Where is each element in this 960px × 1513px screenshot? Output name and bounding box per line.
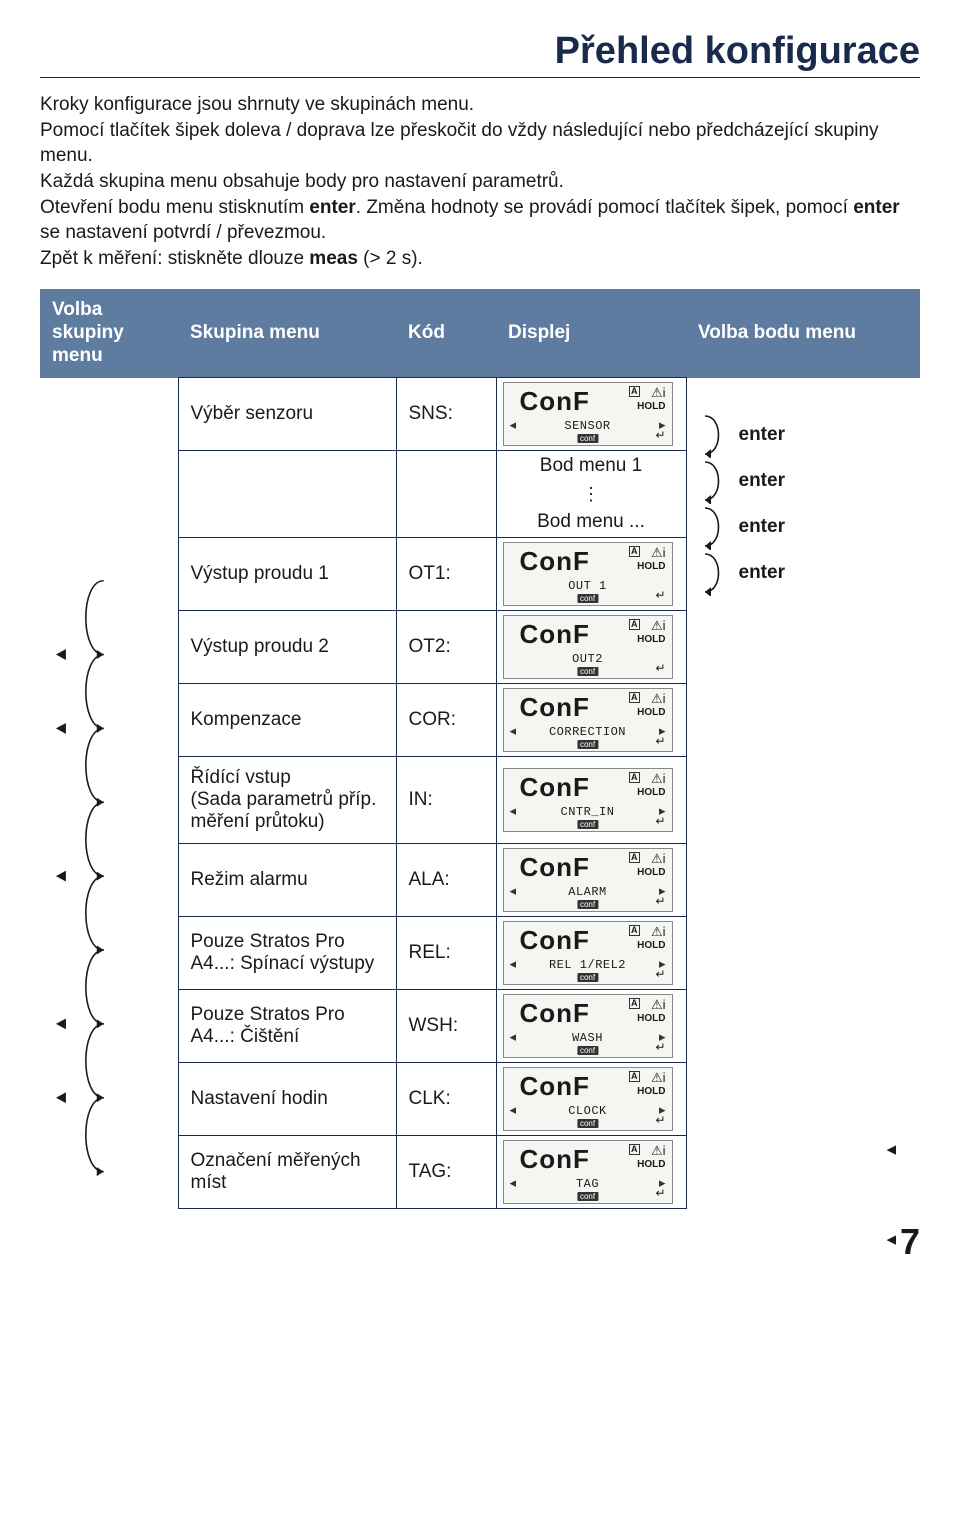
lcd-display: A ⚠i HOLD ConF ◂ CLOCK ▸ conf ↵: [503, 1067, 673, 1131]
enter-label: enter: [739, 424, 785, 446]
enter-arc: enter: [699, 550, 785, 596]
config-table: Volba skupiny menu Skupina menu Kód Disp…: [40, 289, 920, 1208]
enter-arc: enter: [699, 412, 785, 458]
enter-arc: enter: [699, 504, 785, 550]
back-arrow-icon: ◂: [886, 1138, 896, 1161]
inner-spacer: [396, 481, 496, 507]
group-name: Výstup proudu 2: [178, 611, 396, 684]
group-name: Označení měřených míst: [178, 1135, 396, 1208]
header-group: Skupina menu: [178, 289, 396, 377]
page-number: 7: [40, 1221, 920, 1263]
lcd-display: A ⚠i HOLD ConF OUT 1 conf ↵: [503, 542, 673, 606]
group-name: Výstup proudu 1: [178, 538, 396, 611]
group-code: SNS:: [396, 378, 496, 451]
enter-stack: enter enter enter enter: [699, 412, 785, 596]
inner-spacer: [396, 507, 496, 538]
display-cell: A ⚠i HOLD ConF ◂ CNTR_IN ▸ conf ↵: [496, 757, 686, 844]
display-cell: A ⚠i HOLD ConF ◂ CORRECTION ▸ conf ↵: [496, 684, 686, 757]
page-title: Přehled konfigurace: [40, 30, 920, 73]
display-cell: A ⚠i HOLD ConF ◂ ALARM ▸ conf ↵: [496, 843, 686, 916]
lcd-display: A ⚠i HOLD ConF ◂ WASH ▸ conf ↵: [503, 994, 673, 1058]
lcd-display: A ⚠i HOLD ConF ◂ REL 1/REL2 ▸ conf ↵: [503, 921, 673, 985]
menu-point-label: Bod menu ...: [496, 507, 686, 538]
group-code: TAG:: [396, 1135, 496, 1208]
lcd-display: A ⚠i HOLD ConF ◂ CNTR_IN ▸ conf ↵: [503, 768, 673, 832]
group-name: Pouze Stratos Pro A4...: Spínací výstupy: [178, 916, 396, 989]
enter-arc: enter: [699, 458, 785, 504]
enter-label: enter: [739, 470, 785, 492]
inner-spacer: [178, 451, 396, 482]
group-code: IN:: [396, 757, 496, 844]
title-rule: [40, 77, 920, 78]
lcd-display: A ⚠i HOLD ConF ◂ CORRECTION ▸ conf ↵: [503, 688, 673, 752]
intro-paragraph: Kroky konfigurace jsou shrnuty ve skupin…: [40, 92, 920, 271]
group-code: COR:: [396, 684, 496, 757]
lcd-display: A ⚠i HOLD ConF ◂ ALARM ▸ conf ↵: [503, 848, 673, 912]
enter-label: enter: [739, 562, 785, 584]
action-column: enter enter enter enter ◂ ◂: [686, 378, 920, 1209]
group-code: OT1:: [396, 538, 496, 611]
group-name: Kompenzace: [178, 684, 396, 757]
group-name: Řídící vstup(Sada parametrů příp. měření…: [178, 757, 396, 844]
header-point-select: Volba bodu menu: [686, 289, 920, 377]
enter-label: enter: [739, 516, 785, 538]
display-cell: A ⚠i HOLD ConF OUT2 conf ↵: [496, 611, 686, 684]
menu-point-label: ⋮: [496, 481, 686, 507]
group-code: REL:: [396, 916, 496, 989]
group-code: OT2:: [396, 611, 496, 684]
inner-spacer: [178, 481, 396, 507]
inner-spacer: [396, 451, 496, 482]
lcd-display: A ⚠i HOLD ConF ◂ TAG ▸ conf ↵: [503, 1140, 673, 1204]
header-code: Kód: [396, 289, 496, 377]
group-name: Nastavení hodin: [178, 1062, 396, 1135]
header-display: Displej: [496, 289, 686, 377]
lcd-display: A ⚠i HOLD ConF OUT2 conf ↵: [503, 615, 673, 679]
menu-point-label: Bod menu 1: [496, 451, 686, 482]
group-code: ALA:: [396, 843, 496, 916]
table-row: Výběr senzoruSNS: A ⚠i HOLD ConF ◂ SENSO…: [40, 378, 920, 451]
group-name: Pouze Stratos Pro A4...: Čištění: [178, 989, 396, 1062]
header-group-select: Volba skupiny menu: [40, 289, 178, 377]
display-cell: A ⚠i HOLD ConF OUT 1 conf ↵: [496, 538, 686, 611]
group-name: Výběr senzoru: [178, 378, 396, 451]
group-code: CLK:: [396, 1062, 496, 1135]
lcd-display: A ⚠i HOLD ConF ◂ SENSOR ▸ conf ↵: [503, 382, 673, 446]
display-cell: A ⚠i HOLD ConF ◂ TAG ▸ conf ↵: [496, 1135, 686, 1208]
group-code: WSH:: [396, 989, 496, 1062]
inner-spacer: [178, 507, 396, 538]
back-arrow-icon: ◂: [886, 1228, 896, 1251]
display-cell: A ⚠i HOLD ConF ◂ WASH ▸ conf ↵: [496, 989, 686, 1062]
display-cell: A ⚠i HOLD ConF ◂ REL 1/REL2 ▸ conf ↵: [496, 916, 686, 989]
group-name: Režim alarmu: [178, 843, 396, 916]
display-cell: A ⚠i HOLD ConF ◂ CLOCK ▸ conf ↵: [496, 1062, 686, 1135]
nav-column: [40, 378, 178, 1209]
display-cell: A ⚠i HOLD ConF ◂ SENSOR ▸ conf ↵: [496, 378, 686, 451]
